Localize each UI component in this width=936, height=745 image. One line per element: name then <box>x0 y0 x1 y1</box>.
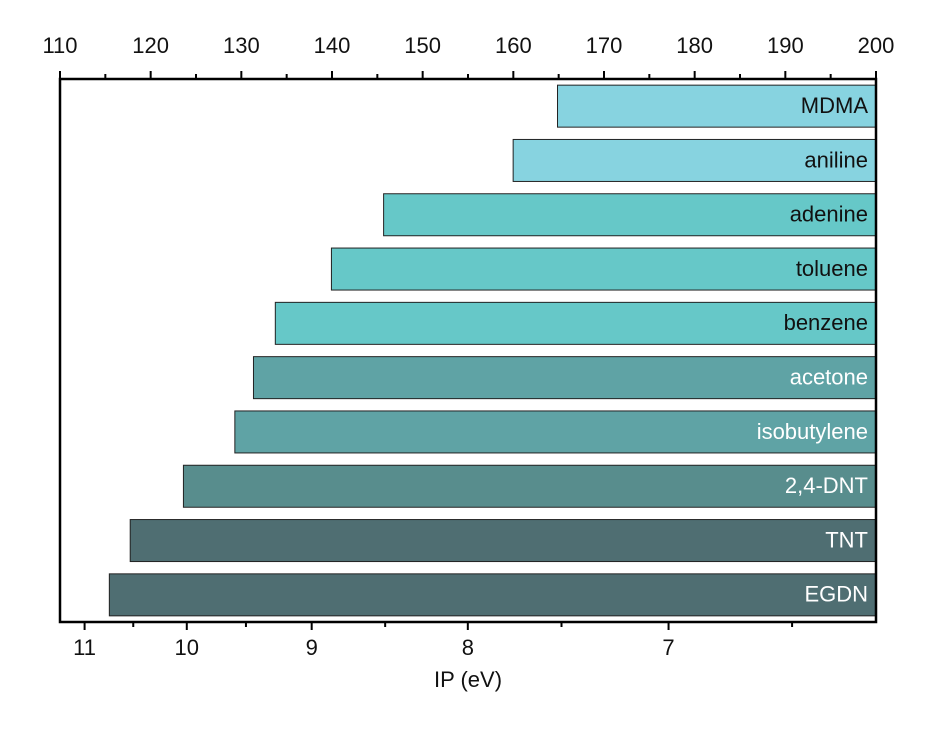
bar-label: toluene <box>796 256 868 281</box>
bar-label: TNT <box>825 527 868 552</box>
bar-label: isobutylene <box>757 419 868 444</box>
bar <box>182 464 877 508</box>
x-tick-label: 11 <box>73 635 96 660</box>
bar <box>108 573 877 617</box>
x-tick-label: 9 <box>306 635 318 660</box>
bar-label: 2,4-DNT <box>785 473 868 498</box>
bar-label: acetone <box>790 364 868 389</box>
bar <box>252 356 877 400</box>
x2-tick-label: 200 <box>858 33 895 58</box>
x2-tick-label: 140 <box>314 33 351 58</box>
bar-label: aniline <box>804 147 868 172</box>
x2-tick-label: 190 <box>767 33 804 58</box>
bar-label: benzene <box>784 310 868 335</box>
x-tick-label: 8 <box>462 635 474 660</box>
bar <box>129 519 877 563</box>
x-axis-title: IP (eV) <box>434 667 502 692</box>
x-tick-label: 7 <box>662 635 674 660</box>
x2-tick-label: 180 <box>676 33 713 58</box>
x2-tick-label: 150 <box>404 33 441 58</box>
x-tick-label: 10 <box>175 635 199 660</box>
bar-label: MDMA <box>801 93 869 118</box>
x2-tick-label: 120 <box>132 33 169 58</box>
bar <box>234 410 877 454</box>
bar <box>557 84 877 128</box>
bar <box>512 138 877 182</box>
bar-label: adenine <box>790 202 868 227</box>
x2-tick-label: 170 <box>586 33 623 58</box>
x2-tick-label: 160 <box>495 33 532 58</box>
bar-label: EGDN <box>804 582 868 607</box>
bar <box>383 193 877 237</box>
bar <box>274 301 877 345</box>
x2-tick-label: 110 <box>42 33 77 58</box>
x2-tick-label: 130 <box>223 33 260 58</box>
bar <box>330 247 877 291</box>
